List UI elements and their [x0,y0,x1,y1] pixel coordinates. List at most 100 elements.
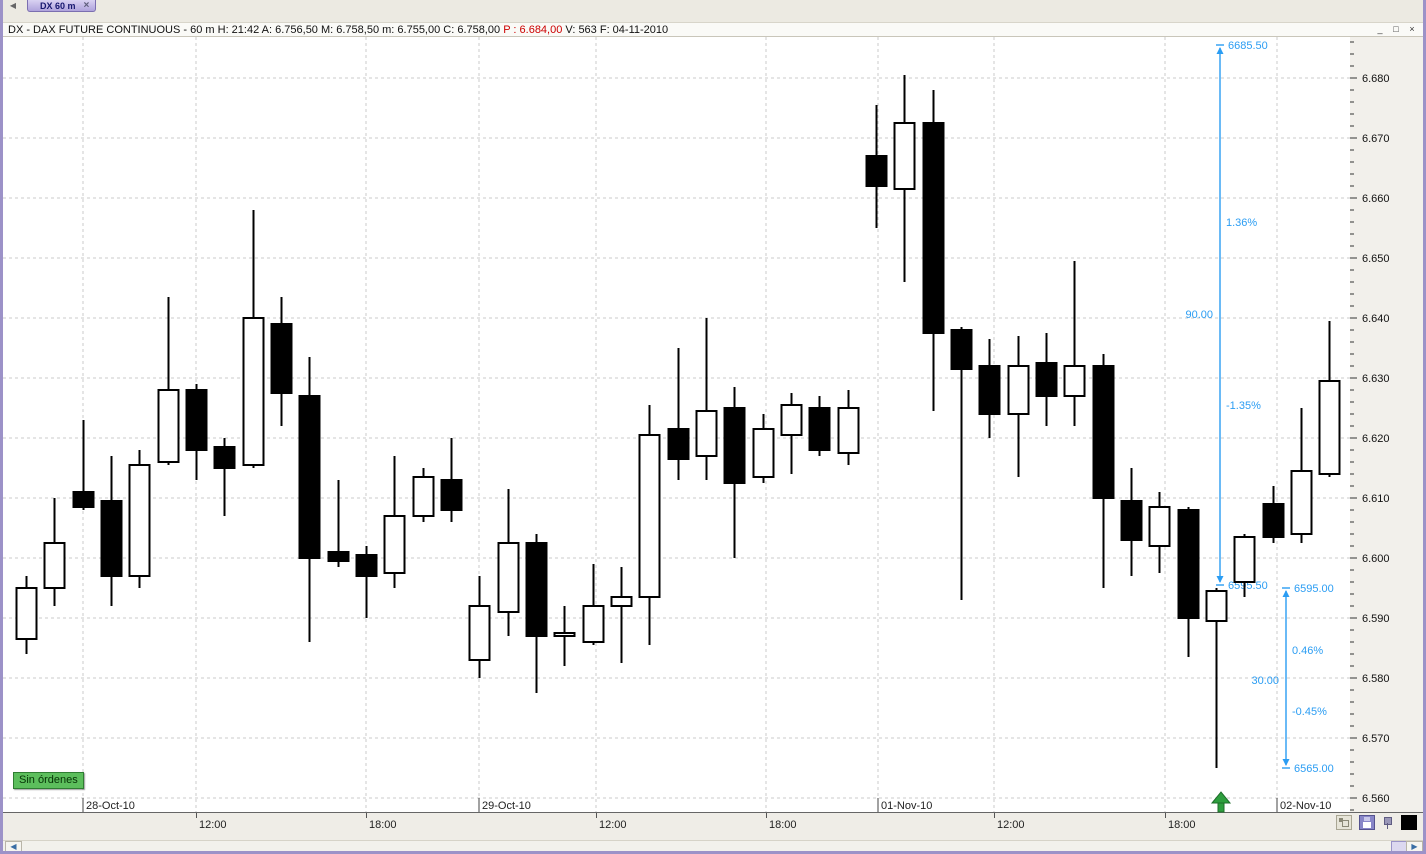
date-label: 29-Oct-10 [482,800,531,812]
candle-body [128,464,151,577]
candle-body [808,407,831,451]
candle-body [72,491,95,508]
candle-body [298,395,321,559]
pin-icon[interactable] [1382,815,1394,830]
chart-link-icon[interactable] [1336,815,1352,830]
candle-body [1205,590,1228,622]
price-label: 6.590 [1362,613,1390,625]
candle-body [43,542,66,589]
price-axis-background [1350,37,1423,813]
candle-body [15,587,38,640]
measure-pct-up: 1.36% [1226,217,1257,229]
candle-body [667,428,690,460]
measure-top-value: 6685.50 [1228,40,1268,52]
tab-strip: ◀ DX 60 m × [3,0,1423,22]
candlestick-chart[interactable]: 28-Oct-10 29-Oct-10 01-Nov-10 02-Nov-10 6.68… [3,37,1426,813]
candle-body [100,500,123,577]
price-label: 6.600 [1362,553,1390,565]
price-label: 6.680 [1362,73,1390,85]
measure-pct-down: -1.35% [1226,400,1261,412]
price-label: 6.670 [1362,133,1390,145]
status-badge[interactable]: Sin órdenes [13,772,84,789]
scroll-left-icon[interactable]: ◀ [5,841,22,851]
candle-body [1233,536,1256,583]
time-tick [766,813,767,818]
candle-body [440,479,463,511]
price-label: 6.580 [1362,673,1390,685]
candle-body [1092,365,1115,499]
candle-body [638,434,661,598]
time-tick [1165,813,1166,818]
candle-body [242,317,265,466]
time-axis: 12:00 18:00 12:00 18:00 12:00 18:00 [3,813,1423,840]
chart-title-bar: DX - DAX FUTURE CONTINUOUS - 60 m H: 21:… [3,22,1423,37]
candle-body [695,410,718,457]
time-label: 18:00 [369,819,397,831]
candle-body [893,122,916,190]
candle-body [412,476,435,517]
measure-down-arrowhead [1216,576,1224,583]
measure-range: 30.00 [1251,675,1279,687]
price-label: 6.570 [1362,733,1390,745]
candle-body [1007,365,1030,415]
time-label: 12:00 [997,819,1025,831]
candle-body [837,407,860,454]
candle-body [553,632,576,637]
candle-body [978,365,1001,415]
measure-range: 90.00 [1185,309,1213,321]
window-controls: _ □ × [1373,24,1419,36]
measure-pct-down: -0.45% [1292,706,1327,718]
measure-down-arrowhead [1282,759,1290,766]
date-label: 28-Oct-10 [86,800,135,812]
candle-body [497,542,520,613]
scrollbar-thumb[interactable] [1391,841,1407,851]
tab-scroll-left-icon[interactable]: ◀ [9,1,17,10]
candle-body [1063,365,1086,397]
tab-close-icon[interactable]: × [83,0,90,11]
candle-body [157,389,180,463]
horizontal-scrollbar[interactable]: ◀ ▶ [3,840,1423,851]
candle-body [1148,506,1171,547]
scroll-right-icon[interactable]: ▶ [1406,841,1423,851]
restore-icon[interactable]: □ [1393,24,1399,34]
price-label: 6.610 [1362,493,1390,505]
close-icon[interactable]: × [1409,24,1415,34]
candle-body [723,407,746,484]
price-label: 6.630 [1362,373,1390,385]
candle-body [865,155,888,187]
candle-body [1035,362,1058,397]
candle-body [780,404,803,436]
price-label: 6.660 [1362,193,1390,205]
minimize-icon[interactable]: _ [1377,24,1383,34]
price-label: 6.640 [1362,313,1390,325]
date-label: 02-Nov-10 [1280,800,1331,812]
candle-body [213,446,236,469]
save-icon[interactable] [1359,815,1375,830]
candle-body [327,551,350,562]
plot-background [3,37,1350,813]
candle-body [1177,509,1200,619]
title-quote-text: DX - DAX FUTURE CONTINUOUS - 60 m H: 21:… [8,24,504,36]
measure-bottom-value: 6565.00 [1294,763,1334,775]
candle-body [922,122,945,334]
tab-dx-60m[interactable]: DX 60 m × [27,0,97,12]
title-volume-date: V: 563 F: 04-11-2010 [562,24,669,36]
candle-body [1290,470,1313,535]
measure-top-value: 6595.00 [1294,583,1334,595]
candle-body [752,428,775,478]
candle-body [610,596,633,607]
candle-body [270,323,293,394]
candle-body [1120,500,1143,541]
black-square-icon[interactable] [1401,815,1417,830]
candle-body [950,329,973,370]
candle-body [185,389,208,451]
time-label: 12:00 [599,819,627,831]
candle-body [1318,380,1341,475]
buy-marker-stem [1217,802,1225,813]
time-label: 12:00 [199,819,227,831]
title-prev-close: P : 6.684,00 [503,24,563,36]
price-label: 6.650 [1362,253,1390,265]
price-label: 6.560 [1362,793,1390,805]
candle-body [355,554,378,577]
